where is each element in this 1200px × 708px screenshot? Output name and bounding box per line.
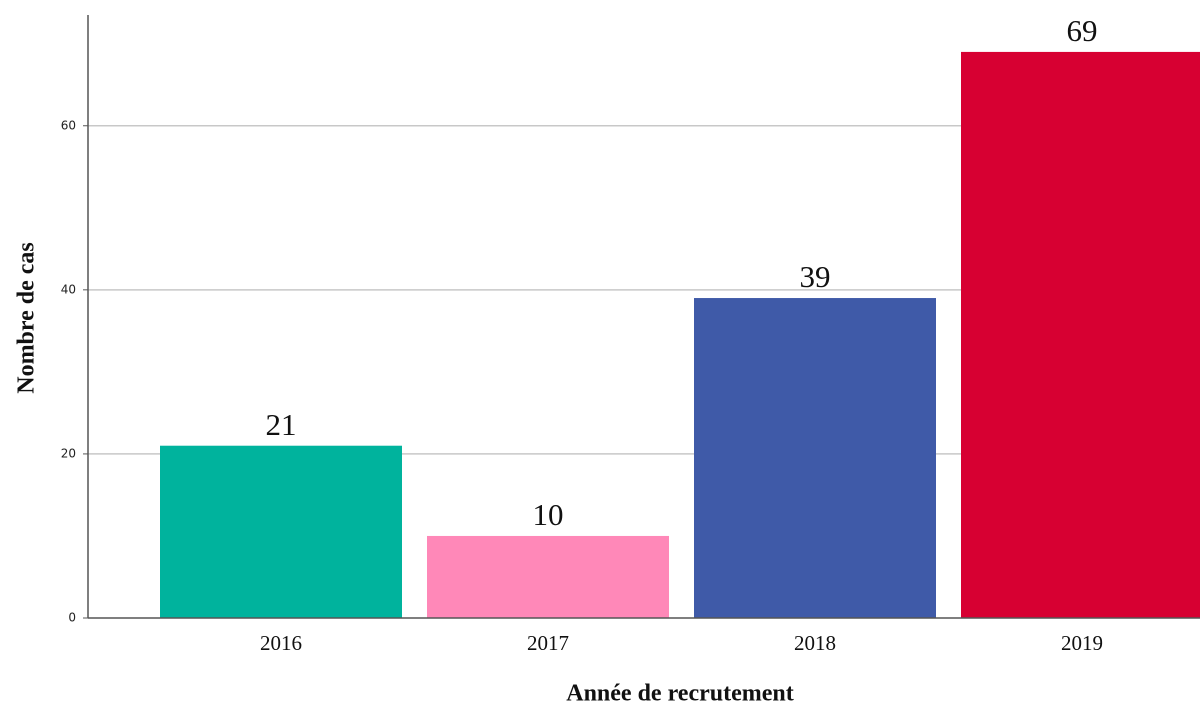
- x-tick-label: 2016: [260, 631, 302, 655]
- y-tick-label: 0: [68, 611, 76, 625]
- data-label: 21: [266, 407, 297, 442]
- x-tick-label: 2017: [527, 631, 569, 655]
- bar: [427, 535, 669, 618]
- bar: [961, 51, 1200, 619]
- x-tick-label: 2018: [794, 631, 836, 655]
- y-axis-title: Nombre de cas: [14, 242, 40, 394]
- x-axis-title: Année de recrutement: [566, 681, 793, 707]
- bar: [160, 445, 402, 618]
- y-tick-label: 20: [61, 446, 76, 460]
- bar: [694, 298, 936, 618]
- y-tick-label: 40: [61, 282, 76, 296]
- data-label: 39: [800, 259, 831, 294]
- data-label: 10: [533, 497, 564, 532]
- data-label: 69: [1067, 13, 1098, 48]
- y-tick-label: 60: [61, 118, 76, 132]
- x-tick-label: 2019: [1061, 631, 1103, 655]
